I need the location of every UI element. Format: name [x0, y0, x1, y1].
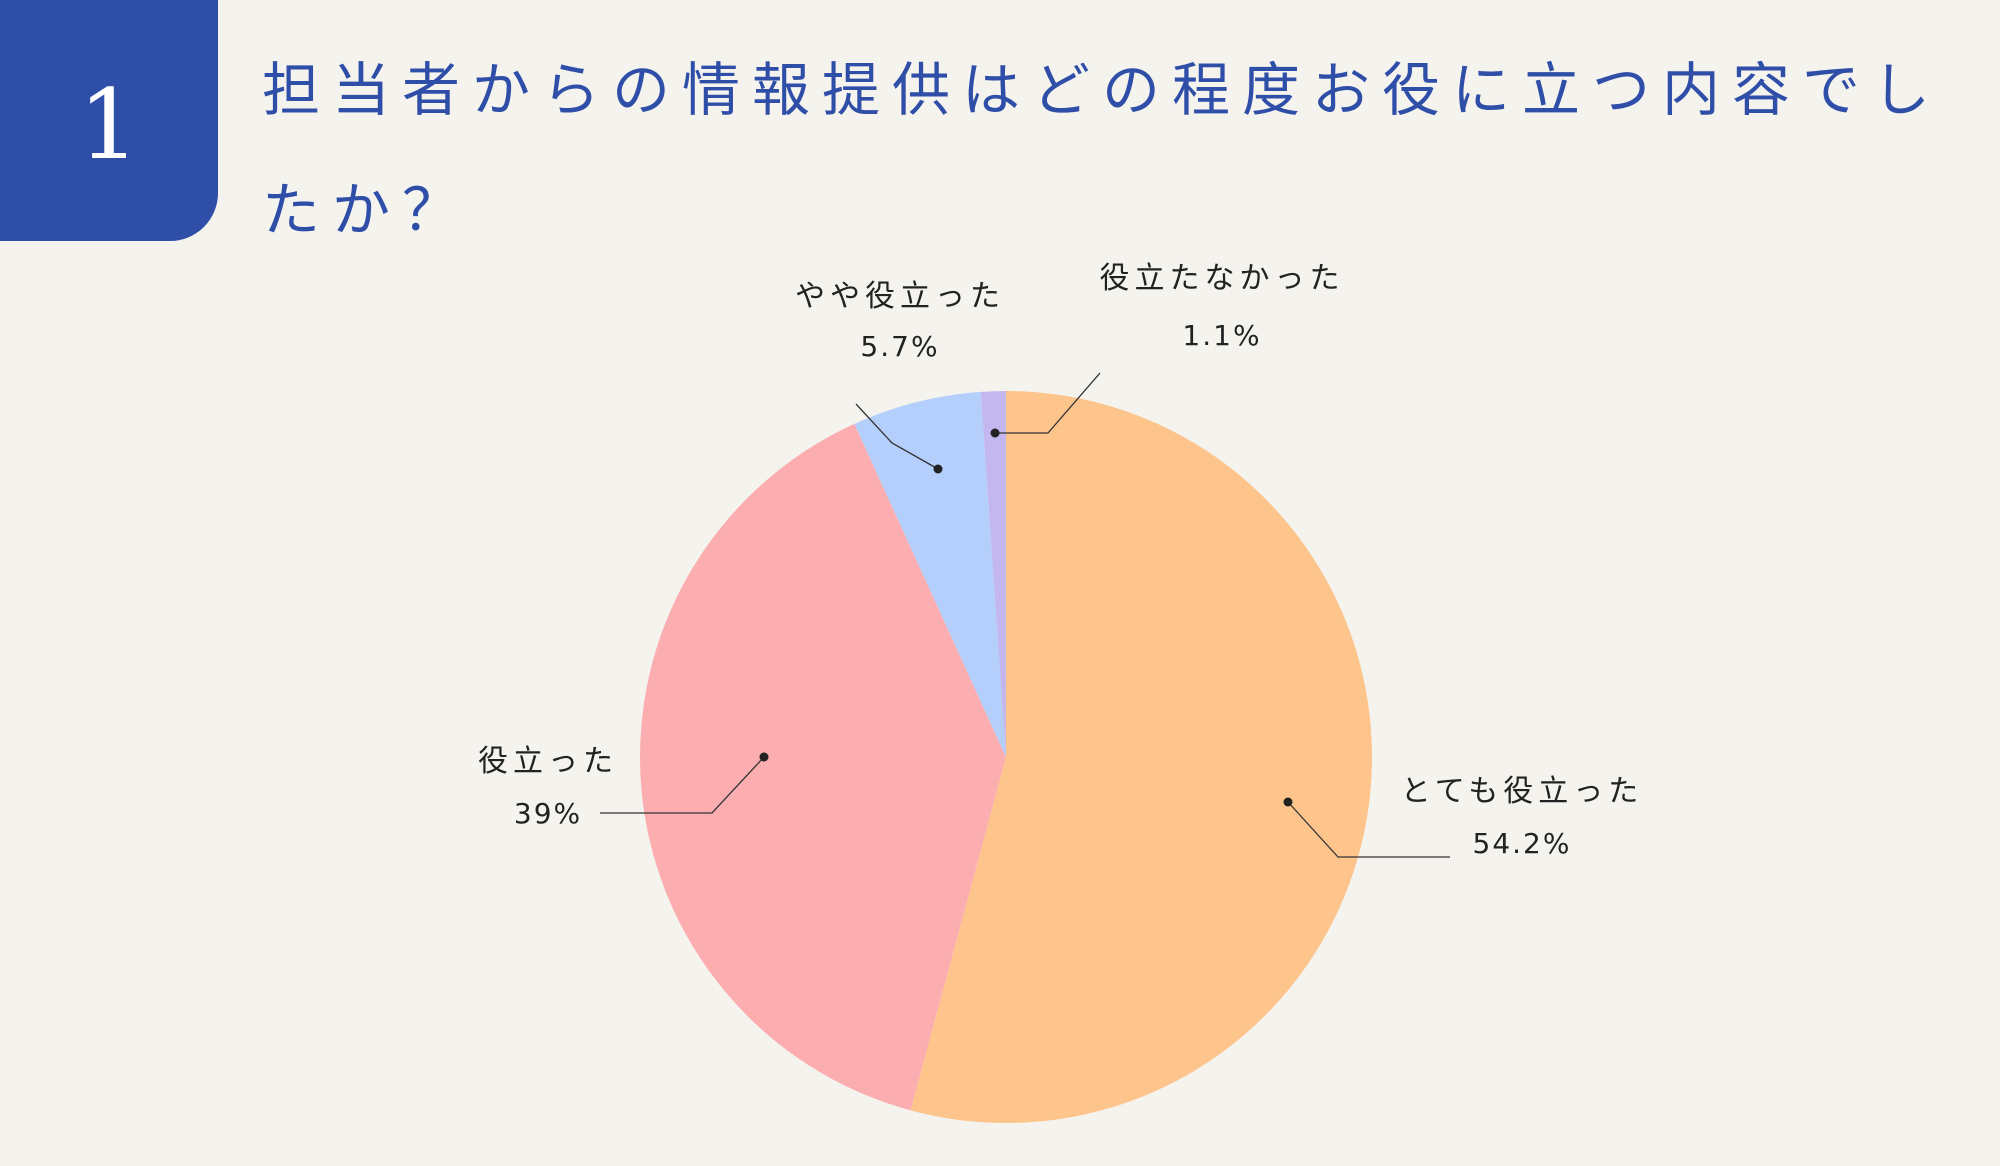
leader-dot-4	[990, 428, 1000, 438]
leader-line-1	[1287, 801, 1450, 858]
pie-slice-4	[980, 391, 1006, 757]
pie-slice-2	[639, 423, 1006, 1111]
pie-slice-1	[910, 391, 1372, 1123]
leader-line-3	[855, 403, 939, 470]
slice-label-2: 役立った	[478, 744, 618, 779]
leader-dot-1	[1283, 797, 1293, 807]
leader-dot-3	[933, 464, 943, 474]
slice-label-3: やや役立った	[795, 279, 1005, 314]
question-number: 1	[78, 68, 140, 181]
leader-line-4	[995, 372, 1101, 434]
slice-value-2: 39%	[514, 797, 582, 830]
slice-value-4: 1.1%	[1182, 319, 1261, 352]
pie-slices	[639, 391, 1372, 1123]
slice-label-1: とても役立った	[1401, 774, 1644, 809]
question-number-badge: 1	[0, 0, 218, 241]
slice-value-3: 5.7%	[860, 330, 939, 363]
pie-slice-3	[854, 391, 1006, 757]
question-title: 担当者からの情報提供はどの程度お役に立つ内容でしたか？	[262, 56, 1943, 244]
leader-dot-2	[759, 752, 769, 762]
pie-labels: とても役立った 54.2% 役立った 39% やや役立った 5.7% 役立たなかった 1.1%	[478, 261, 1644, 860]
slice-label-4: 役立たなかった	[1100, 261, 1345, 296]
leader-line-2	[600, 756, 765, 814]
slice-value-1: 54.2%	[1473, 827, 1572, 860]
